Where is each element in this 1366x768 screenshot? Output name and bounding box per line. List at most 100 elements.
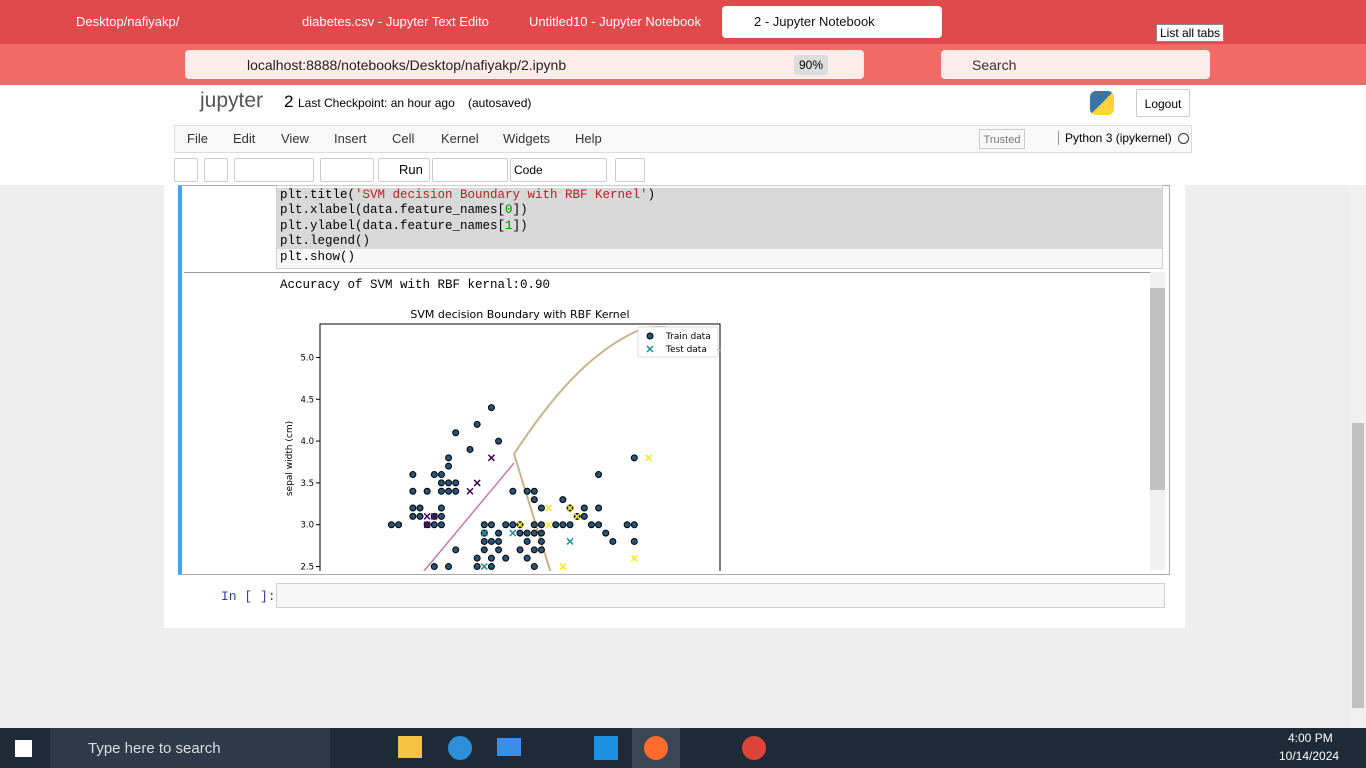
point (445, 563, 453, 571)
point (473, 563, 481, 571)
y-tick-label: 2.5 (300, 563, 314, 571)
point (487, 563, 495, 571)
point (487, 404, 495, 412)
jupyter-logo[interactable]: jupyter (200, 89, 264, 112)
point (409, 487, 417, 495)
point (523, 529, 531, 537)
keyboard-button[interactable] (615, 158, 645, 182)
app-icon[interactable] (644, 736, 668, 760)
zoom[interactable]: 90% (794, 55, 828, 75)
code-token: plt.xlabel(data.feature_names[ (280, 203, 506, 218)
point (480, 521, 488, 529)
point (437, 487, 445, 495)
point (437, 512, 445, 520)
point (587, 521, 595, 529)
menu-item[interactable]: File (187, 131, 208, 146)
point (516, 546, 524, 554)
start-button[interactable] (15, 740, 32, 757)
menu-item[interactable]: Widgets (503, 131, 550, 146)
add-button[interactable] (204, 158, 228, 182)
taskbar-search-text: Type here to search (88, 740, 221, 757)
page-scrollbar[interactable] (1350, 185, 1366, 728)
active-app[interactable] (632, 728, 680, 768)
point (423, 512, 431, 520)
menu-item[interactable]: Kernel (441, 131, 479, 146)
code-line: plt.title('SVM decision Boundary with RB… (280, 188, 655, 202)
url-bar[interactable] (185, 50, 864, 79)
point (509, 529, 517, 537)
code-line: plt.xlabel(data.feature_names[0]) (280, 203, 528, 217)
point (530, 546, 538, 554)
y-axis-label: sepal width (cm) (285, 421, 295, 496)
menu-item[interactable]: Cell (392, 131, 415, 146)
code-token: ]) (512, 203, 528, 218)
point (452, 479, 460, 487)
point (502, 554, 510, 562)
tab[interactable]: diabetes.csv - Jupyter Text Edito (302, 14, 489, 29)
trusted[interactable]: Trusted (979, 129, 1025, 149)
app-icon[interactable] (742, 736, 766, 760)
kernel-buttons[interactable] (432, 158, 508, 182)
notebook-name[interactable]: 2 (284, 92, 294, 111)
point (473, 554, 481, 562)
point (487, 454, 495, 462)
search-placeholder: Search (972, 57, 1017, 73)
point (537, 546, 545, 554)
app-icon[interactable] (448, 736, 472, 760)
point (480, 546, 488, 554)
cell-type-select[interactable]: Code (510, 158, 607, 182)
app-icon[interactable] (398, 736, 422, 758)
point (566, 504, 574, 512)
y-tick-label: 5.0 (300, 353, 314, 363)
scroll-thumb[interactable] (1352, 423, 1364, 708)
kernel-status (1178, 133, 1189, 144)
app-icon[interactable] (594, 736, 618, 760)
scroll-thumb[interactable] (1150, 288, 1165, 490)
empty-cell[interactable] (276, 583, 1165, 608)
output-scrollbar[interactable] (1150, 272, 1165, 570)
tab[interactable]: Desktop/nafiyakp/ (76, 14, 180, 29)
point (630, 537, 638, 545)
point (466, 487, 474, 495)
point (445, 479, 453, 487)
menu-item[interactable]: View (281, 131, 309, 146)
run-button[interactable]: Run (378, 158, 430, 182)
legend-label: Test data (665, 345, 707, 355)
point (580, 504, 588, 512)
menu-item[interactable]: Insert (334, 131, 367, 146)
save-button[interactable] (174, 158, 198, 182)
point (530, 529, 538, 537)
output-area: Accuracy of SVM with RBF kernal:0.90 SVM… (184, 272, 1150, 571)
code-token: plt.show() (280, 249, 356, 264)
legend-label: Train data (665, 332, 711, 342)
tab[interactable]: Untitled10 - Jupyter Notebook (529, 14, 701, 29)
point (530, 496, 538, 504)
point (473, 479, 481, 487)
url: localhost:8888/notebooks/Desktop/nafiyak… (247, 57, 567, 73)
search-box[interactable] (941, 50, 1210, 79)
edit-buttons[interactable] (234, 158, 314, 182)
taskbar-search[interactable] (50, 728, 330, 768)
code-token: plt.title( (280, 188, 356, 202)
point (530, 563, 538, 571)
point (452, 487, 460, 495)
point (437, 521, 445, 529)
active-tab[interactable]: 2 - Jupyter Notebook (722, 6, 942, 38)
move-buttons[interactable] (320, 158, 374, 182)
logout-button[interactable]: Logout (1136, 89, 1190, 117)
menu-item[interactable]: Help (575, 131, 602, 146)
point (480, 563, 488, 571)
point (645, 454, 653, 462)
point (566, 521, 574, 529)
point (530, 521, 538, 529)
point (437, 471, 445, 479)
point (409, 471, 417, 479)
app-icon[interactable] (497, 738, 521, 756)
point (537, 529, 545, 537)
point (545, 521, 553, 529)
point (602, 529, 610, 537)
point (495, 437, 503, 445)
menu-item[interactable]: Edit (233, 131, 256, 146)
point (430, 471, 438, 479)
y-tick-label: 4.5 (300, 395, 314, 405)
